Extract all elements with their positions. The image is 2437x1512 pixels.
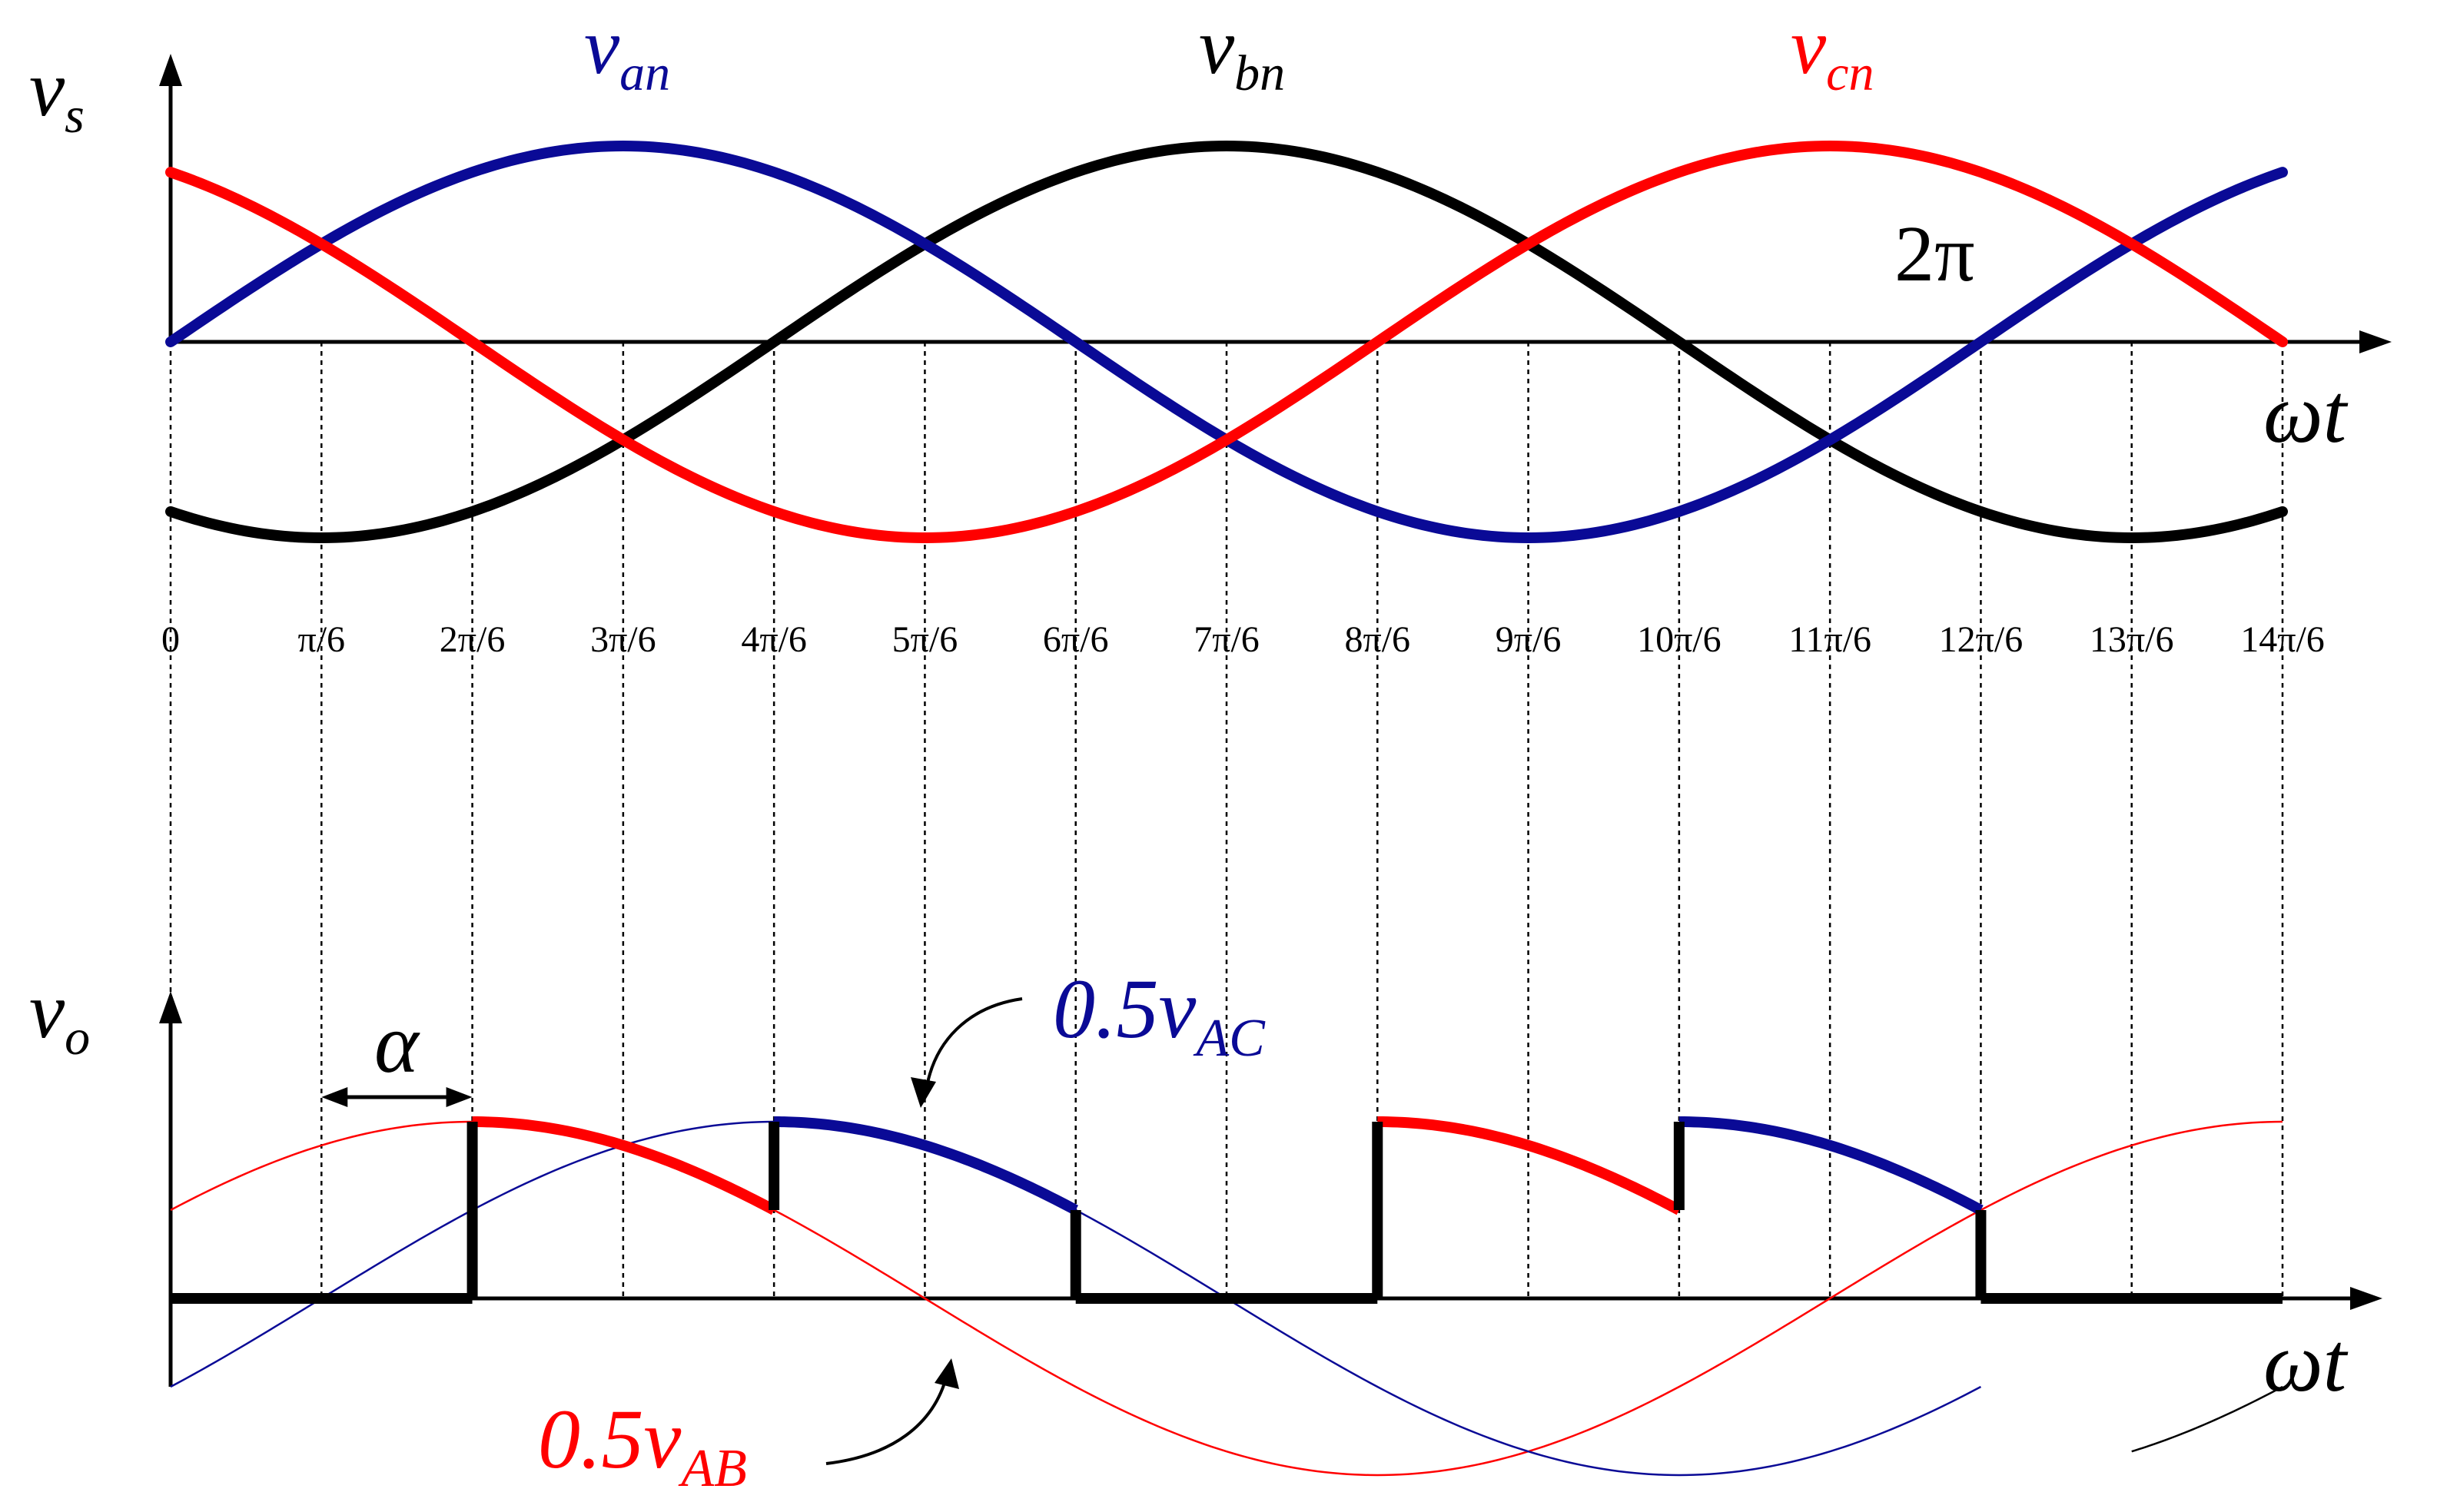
output-segment-2 (774, 1116, 1078, 1215)
alpha-span-arrow (321, 1087, 473, 1107)
tick-label-0: 0 (161, 619, 180, 660)
bottom-x-axis-arrow (2350, 1287, 2382, 1310)
series-line-vbn (165, 141, 2288, 543)
top-ylabel: vs (29, 45, 85, 144)
tick-label-7: 7π/6 (1194, 619, 1260, 660)
bottom-y-axis-arrow (159, 991, 182, 1023)
tick-label-4: 4π/6 (741, 619, 807, 660)
tick-label-10: 10π/6 (1637, 619, 1722, 660)
tick-labels: 0 π/6 2π/6 3π/6 4π/6 5π/6 6π/6 7π/6 8π/6 9π/6 10π/… (161, 619, 2325, 660)
tick-label-13: 13π/6 (2090, 619, 2174, 660)
label-0.5vAC: 0.5vAC (1053, 962, 1266, 1068)
label-0.5vAB: 0.5vAB (538, 1392, 747, 1498)
top-xlabel: ωt (2263, 366, 2349, 460)
output-segment-1 (472, 1116, 777, 1215)
top-series-group (165, 141, 2288, 543)
arrow-0.5vAB-head (935, 1358, 959, 1389)
tick-label-6: 6π/6 (1043, 619, 1109, 660)
label-van: van (584, 2, 670, 101)
output-segment-4 (1377, 1116, 1682, 1215)
alpha-label: α (374, 996, 420, 1090)
top-axes (159, 54, 2392, 353)
output-segment-5 (1678, 1116, 1984, 1215)
output-waveform-group (171, 1116, 2283, 1304)
bottom-xlabel: ωt (2263, 1315, 2349, 1409)
label-vbn: vbn (1199, 2, 1285, 101)
arrow-0.5vAC (925, 997, 1023, 1092)
tick-label-3: 3π/6 (590, 619, 656, 660)
tick-label-9: 9π/6 (1496, 619, 1562, 660)
annotation-2pi: 2π (1894, 210, 1975, 298)
arrow-0.5vAB (825, 1374, 948, 1465)
tick-label-14: 14π/6 (2240, 619, 2325, 660)
series-line-vcn (165, 141, 2288, 543)
ref-line-0.5vBC (2131, 1385, 2283, 1453)
alpha-arrow-left-head (321, 1087, 348, 1107)
tick-label-11: 11π/6 (1788, 619, 1871, 660)
label-vcn: vcn (1791, 2, 1874, 101)
bottom-axes (159, 991, 2382, 1387)
top-y-axis-arrow (159, 54, 182, 86)
bottom-ylabel: vo (29, 967, 90, 1066)
grid-lines (169, 342, 2284, 1298)
alpha-arrow-right-head (446, 1087, 473, 1107)
arrow-0.5vAC-head (911, 1077, 936, 1108)
tick-label-12: 12π/6 (1939, 619, 2024, 660)
top-x-axis-arrow (2359, 330, 2392, 353)
tick-label-2: 2π/6 (440, 619, 506, 660)
tick-label-1: π/6 (297, 619, 345, 660)
tick-label-8: 8π/6 (1344, 619, 1410, 660)
tick-label-5: 5π/6 (892, 619, 958, 660)
